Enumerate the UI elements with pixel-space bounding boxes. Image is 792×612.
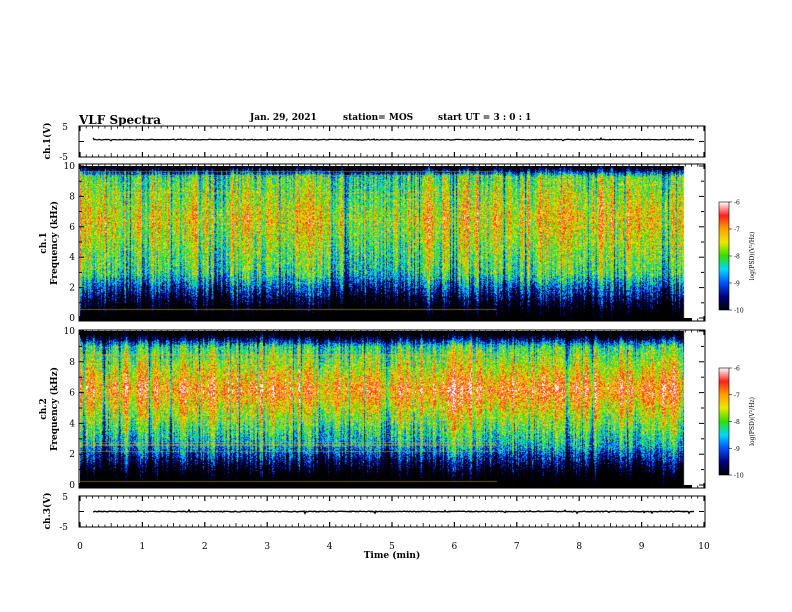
time-tick-label: 10	[698, 542, 710, 552]
time-tick-label: 9	[639, 542, 645, 552]
ch2-ytick-label: 2	[69, 450, 75, 460]
ch1-ytick-top: 5	[62, 123, 68, 133]
colorbar-tick-label: -8	[734, 254, 740, 261]
ch2-ytick-label: 6	[69, 389, 75, 399]
colorbar-tick-label: -7	[734, 227, 740, 234]
ch1-ytick-label: 8	[69, 192, 75, 202]
time-tick-label: 3	[264, 542, 270, 552]
ch1-ytick-label: 4	[69, 253, 75, 263]
axis-ticks	[79, 125, 705, 528]
ch1-colorbar: -6 -7 -8 -9 -10 log(PSD)(V²/Hz)	[718, 200, 756, 315]
ch2-spectrogram-image	[80, 331, 692, 485]
ch1-ytick-label: 0	[69, 314, 75, 324]
colorbar-tick-label: -8	[734, 419, 740, 426]
ch1-ytick-bottom: -5	[59, 153, 68, 163]
colorbar-label: log(PSD)(V²/Hz)	[749, 397, 756, 446]
ch1-ytick-label: 2	[69, 284, 75, 294]
colorbar-tick-label: -7	[734, 392, 740, 399]
ch3-ytick-top: 5	[62, 493, 68, 503]
figure-title: VLF Spectra	[79, 113, 162, 127]
ch2-ytick-label: 0	[69, 481, 75, 491]
spectrogram-ytick-labels: 0 2 4 6 8 10 0 2 4 6 8 10	[64, 162, 76, 491]
colorbar-tick-label: -6	[734, 366, 740, 373]
colorbar-strip	[718, 367, 730, 476]
ch2-spectrogram-ylabel-channel: ch.2	[39, 398, 49, 419]
ch2-ytick-label: 10	[64, 327, 76, 337]
date-label: Jan. 29, 2021	[250, 113, 317, 123]
ch1-waveform-trace	[92, 136, 695, 142]
ch1-spectrogram-ylabel-frequency: Frequency (kHz)	[49, 201, 60, 285]
colorbar-tick-label: -9	[734, 446, 740, 453]
time-tick-label: 2	[202, 542, 208, 552]
start-time-label: start UT = 3 : 0 : 1	[438, 113, 532, 123]
ch1-ytick-label: 10	[64, 162, 76, 172]
time-xtick-labels: 0 1 2 3 4 5 6 7 8 9 10	[77, 542, 710, 552]
ch1-spectrogram-image	[80, 166, 692, 318]
colorbar-tick-label: -9	[734, 281, 740, 288]
colorbar-strip	[718, 201, 730, 311]
colorbar-tick-label: -6	[734, 200, 740, 207]
time-tick-label: 5	[389, 542, 395, 552]
colorbar-tick-label: -10	[734, 308, 744, 315]
time-tick-label: 0	[77, 542, 83, 552]
ch3-waveform-ylabel: ch.3(V)	[42, 493, 53, 530]
station-label: station= MOS	[343, 113, 414, 123]
ch1-waveform-ylabel: ch.1(V)	[42, 123, 53, 160]
ch2-ytick-label: 8	[69, 358, 75, 368]
ch3-ytick-bottom: -5	[59, 523, 68, 533]
time-tick-label: 8	[576, 542, 582, 552]
ch1-ytick-label: 6	[69, 223, 75, 233]
ch1-spectrogram-ylabel-channel: ch.1	[39, 232, 49, 253]
ch2-ytick-label: 4	[69, 419, 75, 429]
time-tick-label: 1	[140, 542, 146, 552]
time-tick-label: 7	[514, 542, 520, 552]
ch2-colorbar: -6 -7 -8 -9 -10 log(PSD)(V²/Hz)	[718, 366, 756, 480]
colorbar-label: log(PSD)(V²/Hz)	[749, 232, 756, 281]
time-tick-label: 6	[452, 542, 458, 552]
time-tick-label: 4	[327, 542, 333, 552]
ch3-waveform-trace	[92, 508, 695, 516]
ch2-spectrogram-ylabel-frequency: Frequency (kHz)	[49, 367, 60, 451]
time-axis-label: Time (min)	[364, 550, 421, 561]
colorbar-tick-label: -10	[734, 473, 744, 480]
